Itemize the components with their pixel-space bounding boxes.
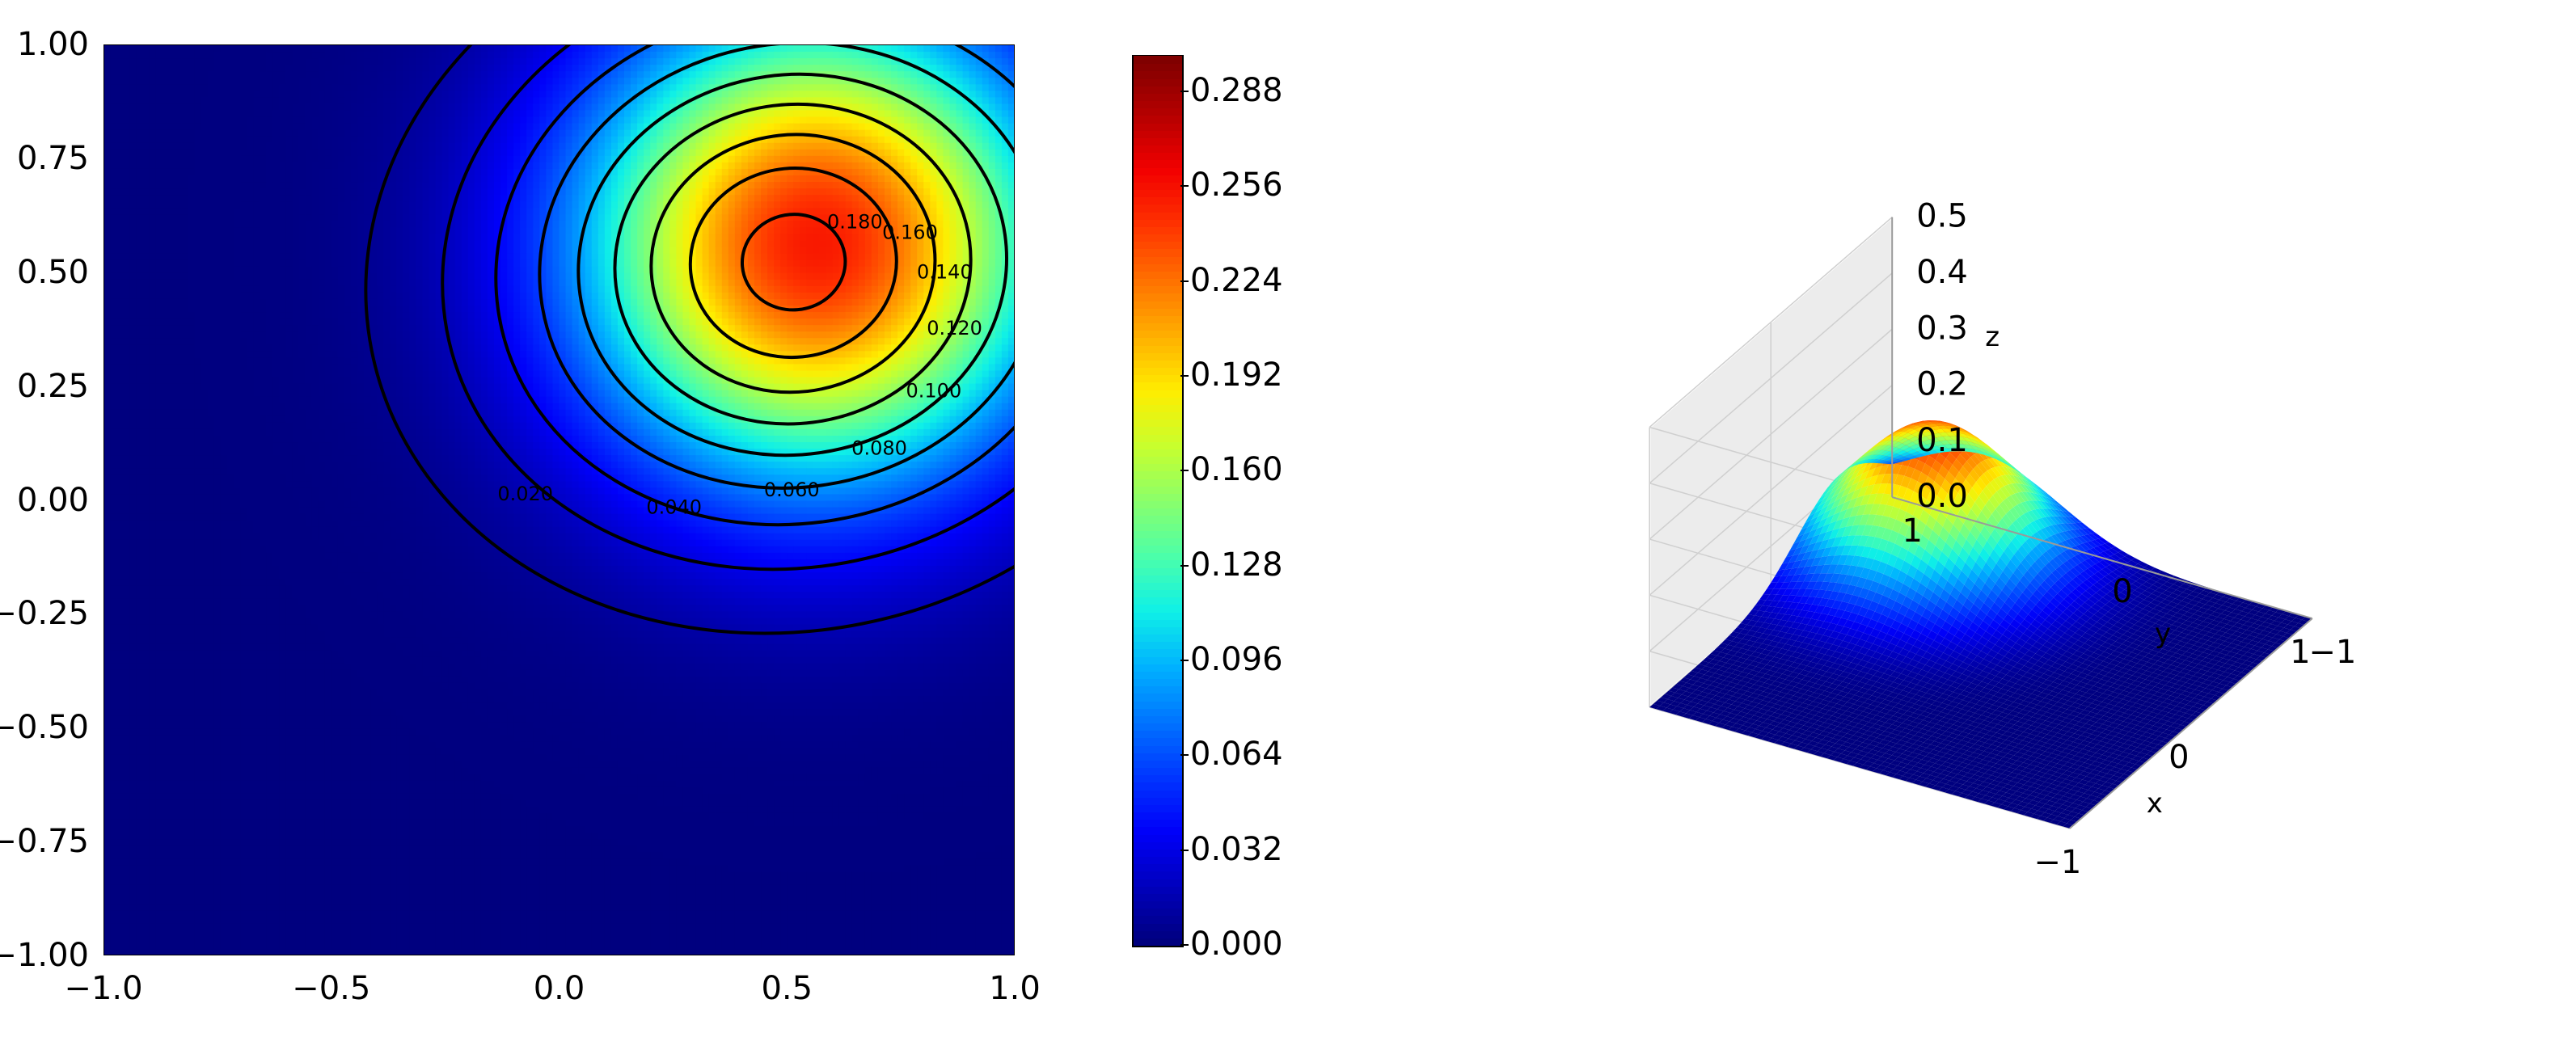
- contour-ytick-label: −0.75: [0, 823, 89, 860]
- surface-ytick-label: −1: [2308, 634, 2356, 671]
- colorbar-tick-label: 0.032: [1190, 831, 1283, 868]
- surface-ztick-label: 0.0: [1916, 478, 1968, 515]
- contour-ytick-label: 0.00: [17, 482, 89, 519]
- contour-xtick-label: 0.0: [534, 970, 585, 1007]
- contour-xtick-label: 0.5: [761, 970, 813, 1007]
- contour-ytick-label: 0.25: [17, 368, 89, 405]
- surface-ztick-label: 0.2: [1916, 366, 1968, 403]
- contour-ytick-label: −0.25: [0, 595, 89, 632]
- surface-ztick-label: 0.3: [1916, 310, 1968, 347]
- colorbar-tick-label: 0.256: [1190, 167, 1283, 204]
- surface-ylabel: y: [2155, 618, 2171, 650]
- contour-label: 0.160: [882, 221, 938, 243]
- colorbar-tick-label: 0.128: [1190, 546, 1283, 584]
- colorbar-tick-label: 0.000: [1190, 926, 1283, 963]
- surface-xtick-label: 1: [2290, 634, 2310, 671]
- contour-xtick-label: −0.5: [292, 970, 370, 1007]
- contour-ytick-label: 1.00: [17, 26, 89, 63]
- surface-ztick-label: 0.1: [1916, 422, 1968, 459]
- colorbar-tick-label: 0.096: [1190, 641, 1283, 678]
- surface-xlabel: x: [2147, 787, 2163, 820]
- surface-xtick-label: 0: [2168, 739, 2189, 776]
- colorbar-tick-label: 0.192: [1190, 356, 1283, 394]
- contour-xtick-label: −1.0: [64, 970, 142, 1007]
- contour-panel: 0.0200.0400.0600.0800.1000.1200.1400.160…: [103, 44, 1015, 955]
- contour-label: 0.060: [764, 479, 820, 501]
- contour-ytick-label: −1.00: [0, 937, 89, 974]
- contour-ytick-label: 0.50: [17, 254, 89, 291]
- contour-label: 0.100: [906, 379, 962, 402]
- contour-ytick-label: −0.50: [0, 709, 89, 746]
- surface-zlabel: z: [1985, 321, 2000, 353]
- surface-ztick-label: 0.5: [1916, 198, 1968, 235]
- colorbar-tick-label: 0.224: [1190, 262, 1283, 299]
- contour-label: 0.080: [851, 436, 907, 459]
- contour-xtick-label: 1.0: [989, 970, 1041, 1007]
- surface-ytick-label: 1: [1902, 512, 1922, 550]
- colorbar-tick-label: 0.288: [1190, 72, 1283, 109]
- contour-ytick-label: 0.75: [17, 140, 89, 177]
- colorbar-tick-label: 0.064: [1190, 736, 1283, 773]
- contour-label: 0.140: [917, 260, 973, 283]
- surface-ztick-label: 0.4: [1916, 254, 1968, 291]
- surface-xtick-label: −1: [2033, 844, 2081, 881]
- surface-panel: −101−1010.00.10.20.30.40.5xyz: [1415, 32, 2547, 1018]
- figure: 0.0200.0400.0600.0800.1000.1200.1400.160…: [0, 0, 2576, 1050]
- contour-label: 0.120: [927, 317, 982, 339]
- colorbar-tick-label: 0.160: [1190, 451, 1283, 488]
- surface-ytick-label: 0: [2112, 573, 2132, 610]
- contour-label: 0.180: [827, 210, 883, 233]
- colorbar: [1132, 55, 1184, 947]
